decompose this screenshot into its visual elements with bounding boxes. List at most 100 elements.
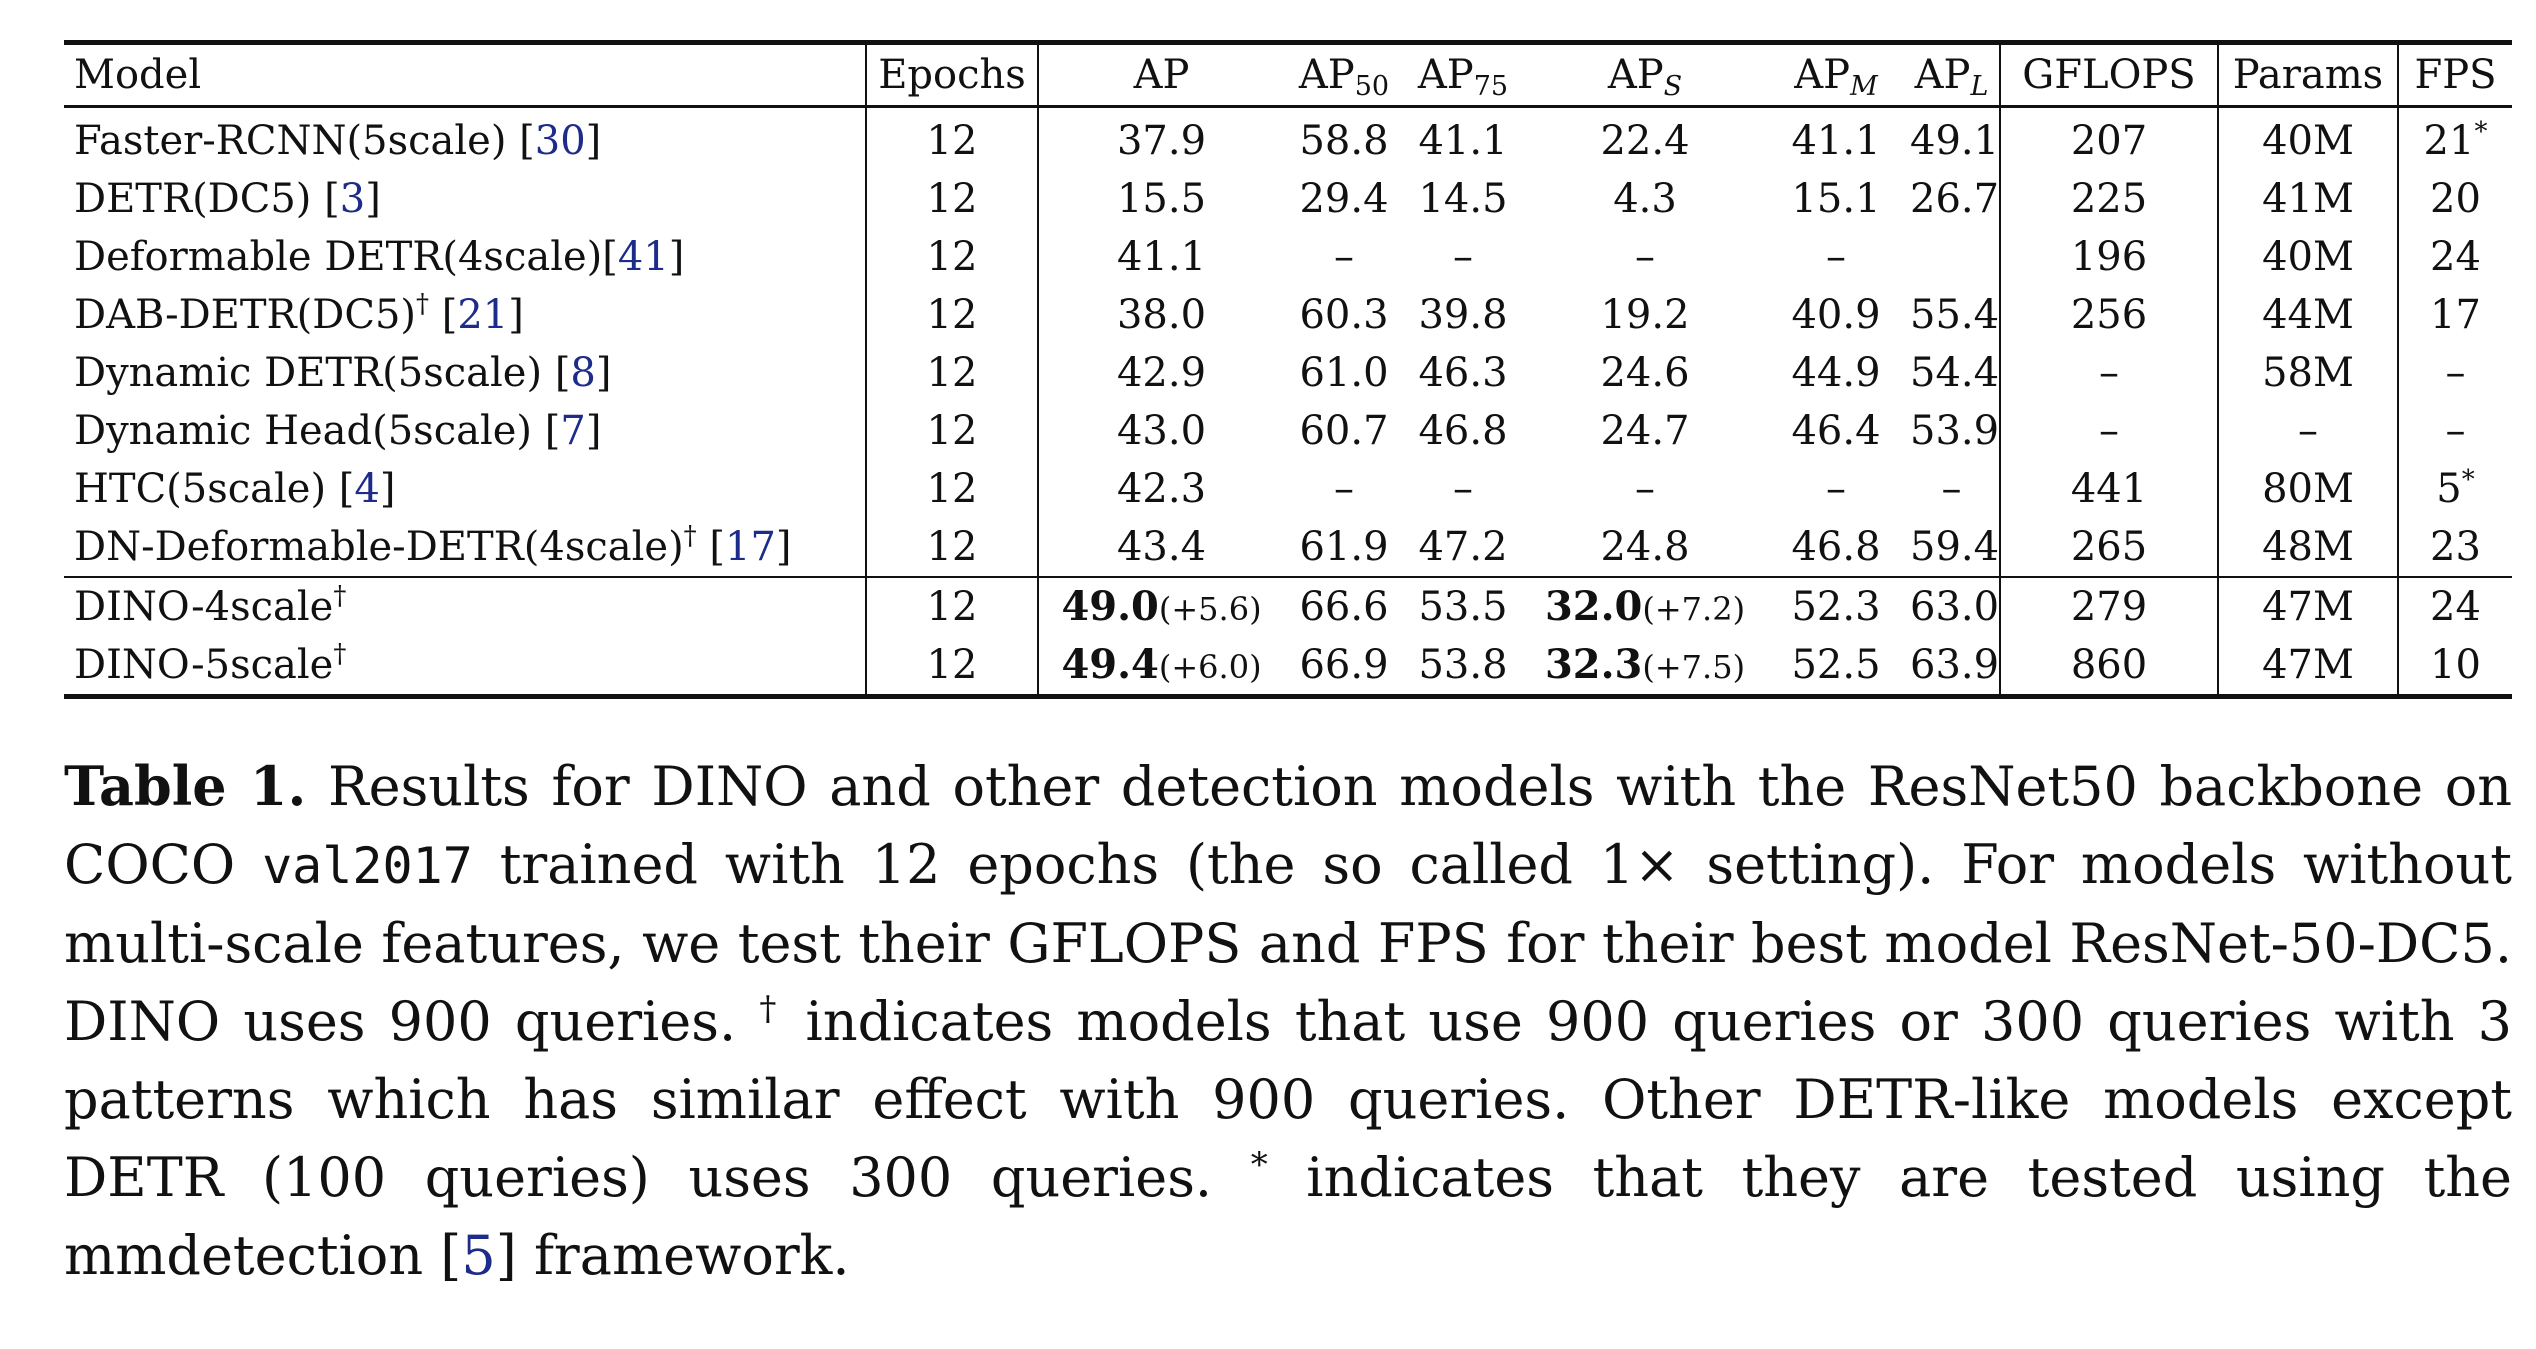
gflops-cell: 265 (2000, 518, 2219, 577)
epochs-cell: 12 (866, 106, 1039, 170)
aps-cell: – (1635, 466, 1655, 512)
epochs-cell: 12 (866, 460, 1039, 518)
epochs-cell: 12 (866, 402, 1039, 460)
apl-cell: 63.9 (1904, 636, 2001, 699)
params-cell: 47M (2218, 636, 2399, 699)
fps-cell: – (2445, 350, 2466, 396)
ap50-cell: 66.9 (1284, 636, 1404, 699)
citation-link[interactable]: 8 (570, 350, 596, 396)
ap75-cell: 41.1 (1418, 118, 1508, 164)
header-apm: APM (1768, 40, 1904, 108)
citation-link[interactable]: 17 (725, 524, 776, 570)
header-model: Model (64, 40, 867, 108)
model-cell: Faster-RCNN(5scale) [30] (64, 106, 867, 170)
model-cell: DINO-4scale† (64, 576, 867, 636)
fps-cell: 23 (2430, 524, 2481, 570)
apl-cell: 59.4 (1904, 518, 2001, 577)
caption-label: Table 1. (64, 754, 307, 818)
header-params: Params (2218, 40, 2399, 108)
table-row-dino: DINO-5scale† 12 49.4(+6.0) 66.9 53.8 32.… (64, 636, 2512, 699)
ap-cell: 38.0 (1116, 292, 1207, 338)
ap-cell: 37.9 (1116, 118, 1207, 164)
epochs-cell: 12 (866, 286, 1039, 344)
fps-cell: 20 (2430, 176, 2481, 222)
ap50-cell: – (1334, 466, 1354, 512)
epochs-cell: 12 (866, 170, 1039, 228)
apm-cell: 41.1 (1791, 118, 1881, 164)
dagger-mark: † (759, 989, 783, 1029)
params-cell: 47M (2218, 576, 2399, 636)
citation-link[interactable]: 4 (354, 466, 380, 512)
apm-cell: 52.3 (1768, 576, 1904, 636)
aps-cell: 32.3(+7.5) (1522, 636, 1768, 699)
model-cell: DAB-DETR(DC5)† [21] (64, 286, 867, 344)
citation-link[interactable]: 21 (457, 292, 509, 338)
model-cell: DINO-5scale† (64, 636, 867, 699)
table-row: Dynamic Head(5scale) [7] 12 43.0 60.7 46… (64, 402, 2512, 460)
params-cell: 80M (2218, 460, 2399, 518)
gflops-cell: 441 (2000, 460, 2219, 518)
ap50-cell: 60.3 (1299, 292, 1389, 338)
params-cell: 40M (2218, 106, 2399, 170)
gflops-cell: 207 (2000, 106, 2219, 170)
model-cell: DN-Deformable-DETR(4scale)† [17] (64, 518, 867, 577)
ap-cell: 41.1 (1116, 234, 1207, 280)
aps-cell: 24.6 (1600, 350, 1690, 396)
aps-cell: 22.4 (1600, 118, 1690, 164)
apm-cell: – (1826, 466, 1846, 512)
model-cell: DETR(DC5) [3] (64, 170, 867, 228)
results-table: Model Epochs AP AP50 AP75 APS APM APL GF… (64, 40, 2512, 699)
ap75-cell: 46.3 (1418, 350, 1508, 396)
aps-cell: 24.8 (1600, 524, 1690, 570)
epochs-cell: 12 (866, 576, 1039, 636)
apm-cell: 52.5 (1768, 636, 1904, 699)
ap-cell: 49.0(+5.6) (1038, 576, 1284, 636)
citation-link[interactable]: 41 (617, 234, 669, 280)
aps-cell: 19.2 (1600, 292, 1690, 338)
header-fps: FPS (2398, 40, 2512, 108)
model-cell: HTC(5scale) [4] (64, 460, 867, 518)
paper-page: Model Epochs AP AP50 AP75 APS APM APL GF… (64, 40, 2512, 1349)
apm-cell: 40.9 (1791, 292, 1881, 338)
citation-link[interactable]: 5 (461, 1224, 496, 1287)
apm-cell: 46.8 (1791, 524, 1881, 570)
citation-link[interactable]: 3 (339, 176, 366, 222)
aps-cell: 32.0(+7.2) (1522, 576, 1768, 636)
gflops-cell: – (2000, 402, 2219, 460)
fps-cell: 24 (2398, 576, 2512, 636)
params-cell: 41M (2218, 170, 2399, 228)
apm-cell: – (1826, 234, 1846, 280)
params-cell: 48M (2218, 518, 2399, 577)
ap50-cell: 61.9 (1299, 524, 1389, 570)
asterisk-mark: * (1250, 1145, 1268, 1185)
table-row: HTC(5scale) [4] 12 42.3 – – – – – 441 80… (64, 460, 2512, 518)
table-row: Dynamic DETR(5scale) [8] 12 42.9 61.0 46… (64, 344, 2512, 402)
citation-link[interactable]: 30 (534, 118, 586, 164)
aps-cell: – (1635, 234, 1655, 280)
aps-cell: 24.7 (1600, 408, 1690, 454)
aps-cell: 4.3 (1613, 176, 1677, 222)
citation-link[interactable]: 7 (560, 408, 586, 454)
fps-cell: 24 (2430, 234, 2481, 280)
apl-cell: 53.9 (1904, 402, 2001, 460)
apm-cell: 44.9 (1791, 350, 1881, 396)
header-apl: APL (1904, 40, 2001, 108)
header-epochs: Epochs (866, 40, 1039, 108)
header-ap50: AP50 (1284, 40, 1404, 108)
ap-cell: 49.4(+6.0) (1038, 636, 1284, 699)
params-cell: 40M (2218, 228, 2399, 286)
fps-cell: – (2445, 408, 2466, 454)
ap-cell: 43.0 (1116, 408, 1207, 454)
ap-cell: 42.9 (1116, 350, 1207, 396)
epochs-cell: 12 (866, 518, 1039, 577)
ap50-cell: 58.8 (1299, 118, 1389, 164)
table-row: Faster-RCNN(5scale) [30] 12 37.9 58.8 41… (64, 106, 2512, 170)
ap75-cell: – (1453, 234, 1473, 280)
header-ap: AP (1038, 40, 1284, 108)
apl-cell: – (1904, 460, 2001, 518)
header-gflops: GFLOPS (2000, 40, 2219, 108)
apl-cell: 55.4 (1904, 286, 2001, 344)
gflops-cell: – (2000, 344, 2219, 402)
epochs-cell: 12 (866, 636, 1039, 699)
gflops-cell: 860 (2000, 636, 2219, 699)
